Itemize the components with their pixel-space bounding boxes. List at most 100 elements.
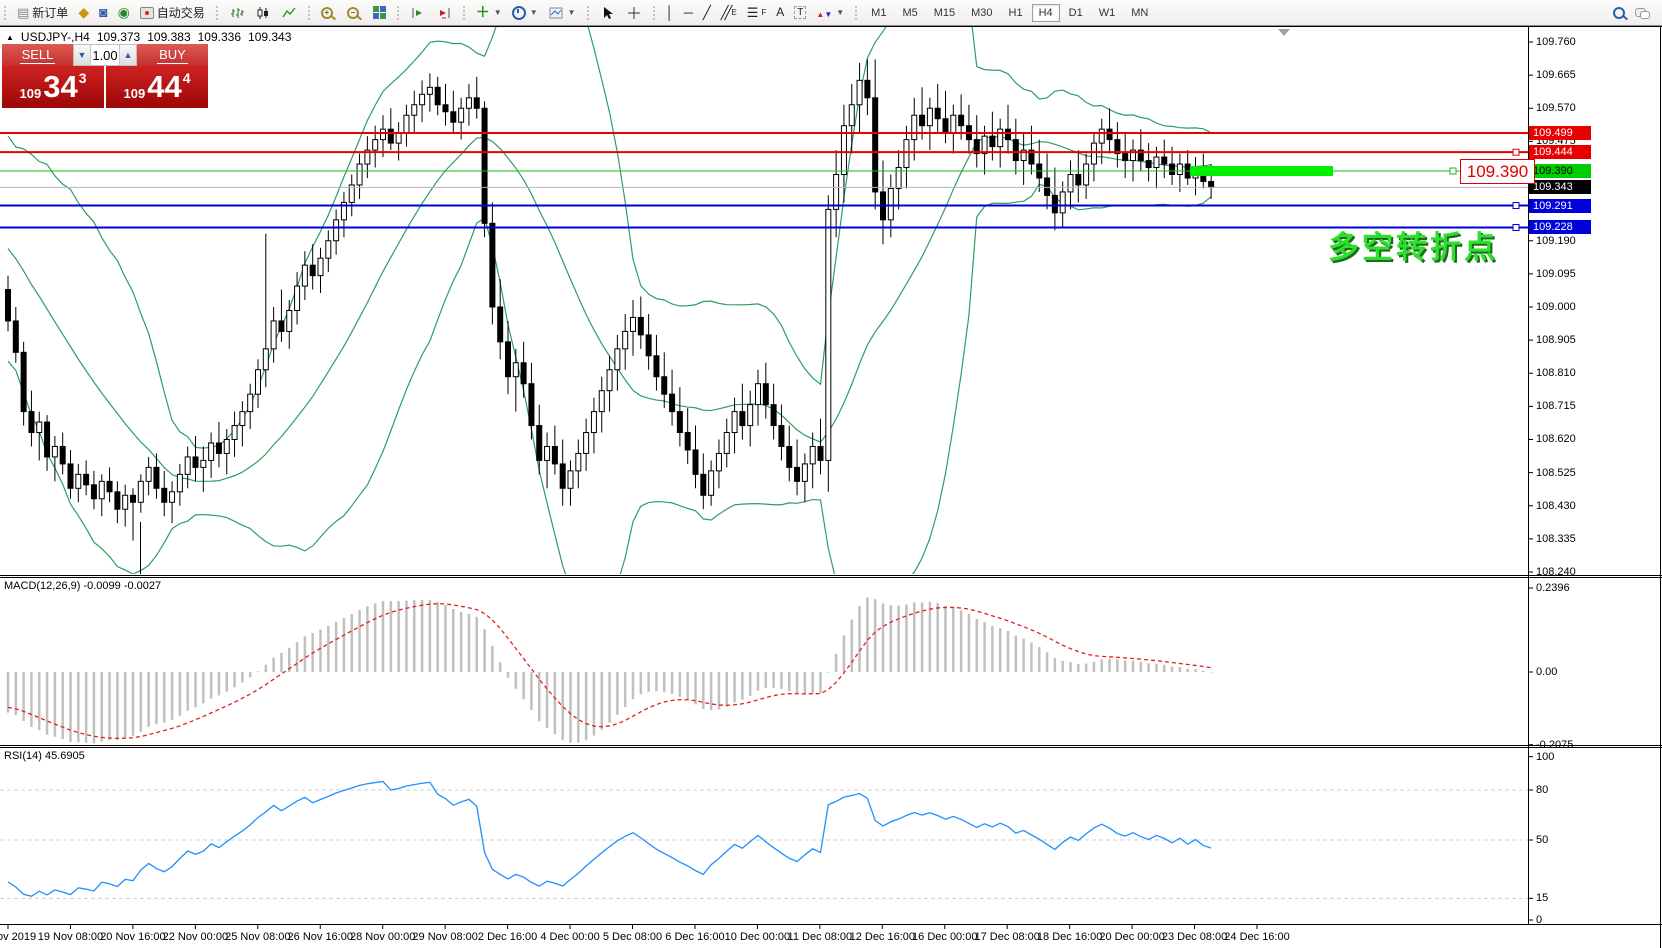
timeframe-M1[interactable]: M1: [871, 6, 887, 19]
cursor-button[interactable]: [595, 2, 621, 24]
buy-button[interactable]: BUY: [137, 44, 208, 66]
chart-annotation-text: 多空转折点: [1328, 230, 1498, 265]
text-label-button[interactable]: T: [789, 3, 811, 22]
buy-price-display[interactable]: 109 44 4: [106, 66, 208, 108]
signals-button[interactable]: ◉: [113, 3, 135, 22]
sell-button[interactable]: SELL: [2, 44, 73, 66]
indicators-button[interactable]: ＋ ▼: [471, 3, 507, 22]
periods-button[interactable]: ▼: [507, 3, 543, 23]
profiles-button[interactable]: ◙: [94, 3, 112, 22]
autotrading-icon: [139, 6, 154, 19]
chevron-down-icon: ▼: [493, 8, 502, 17]
toolbar-grip[interactable]: [854, 5, 859, 20]
fibonacci-button[interactable]: ☰ F: [746, 5, 767, 20]
timeframe-MN[interactable]: MN: [1131, 6, 1149, 19]
timeframe-M15[interactable]: M15: [933, 6, 956, 19]
toolbar-grip[interactable]: [214, 5, 219, 20]
channel-button[interactable]: ╱╱ E: [720, 5, 737, 20]
toolbar-grip[interactable]: [395, 5, 400, 20]
time-tick-label: 28 Nov 00:00: [349, 931, 416, 943]
time-tick-label: 12 Dec 16:00: [849, 931, 916, 943]
sell-label: SELL: [19, 46, 56, 64]
timeframe-H4[interactable]: H4: [1031, 3, 1060, 22]
timeframe-M5[interactable]: M5: [902, 6, 918, 19]
time-tick-label: 6 Dec 16:00: [665, 931, 725, 943]
buy-price-point: 4: [182, 70, 191, 86]
toolbar-grip[interactable]: [585, 5, 590, 20]
time-tick-label: 5 Dec 08:00: [602, 931, 663, 943]
line-chart-button[interactable]: [276, 2, 302, 24]
chevron-up-icon: ▲: [123, 50, 133, 60]
horizontal-line-icon: ─: [683, 5, 693, 20]
chart-shift-icon: [436, 5, 452, 21]
macd-tick-label: 0.2396: [1536, 581, 1570, 594]
price-badge-109.499: 109.499: [1529, 126, 1591, 140]
volume-input[interactable]: 1.00: [91, 45, 119, 65]
buy-price-whole: 109: [123, 86, 146, 101]
crosshair-button[interactable]: [621, 2, 647, 24]
zoom-out-button[interactable]: −: [342, 4, 364, 22]
price-tick-label: 109.190: [1536, 234, 1576, 247]
horizontal-line-button[interactable]: ─: [679, 3, 698, 22]
tile-windows-button[interactable]: [368, 3, 391, 22]
volume-decrease-button[interactable]: ▼: [74, 45, 91, 65]
time-tick-label: 8 Nov 2019: [0, 931, 37, 943]
auto-scroll-button[interactable]: [405, 2, 431, 24]
timeframe-D1[interactable]: D1: [1068, 6, 1083, 19]
time-tick-label: 18 Dec 16:00: [1036, 931, 1103, 943]
price-tick-label: 108.620: [1536, 433, 1576, 446]
rsi-tick-label: 50: [1536, 834, 1549, 846]
volume-increase-button[interactable]: ▲: [119, 45, 136, 65]
time-tick-label: 29 Nov 08:00: [412, 931, 478, 943]
text-button[interactable]: A: [771, 3, 789, 22]
toolbar-grip[interactable]: [651, 5, 656, 20]
zoom-in-icon: +: [320, 6, 333, 19]
price-tick-label: 108.715: [1536, 400, 1576, 413]
toolbar-grip[interactable]: [306, 5, 311, 20]
ohlc-close: 109.343: [248, 30, 292, 44]
signals-icon: ◉: [117, 4, 130, 20]
zoom-in-button[interactable]: +: [316, 4, 338, 22]
trendline-button[interactable]: ╱: [698, 3, 716, 22]
indicators-add-icon: ＋: [475, 4, 490, 20]
toolbar-grip[interactable]: [461, 5, 466, 20]
templates-button[interactable]: ▼: [543, 2, 581, 24]
sell-price-whole: 109: [19, 86, 42, 101]
price-tick-label: 109.095: [1536, 267, 1576, 280]
new-chart-button[interactable]: ◆: [73, 3, 94, 22]
search-button[interactable]: [1608, 4, 1630, 22]
arrows-icon: ▲▼: [816, 9, 833, 19]
autotrading-button[interactable]: 自动交易: [135, 1, 210, 24]
time-tick-label: 23 Dec 08:00: [1161, 931, 1228, 943]
new-chart-icon: ◆: [78, 4, 90, 20]
direction-up-icon: ▲: [6, 32, 14, 42]
bar-chart-button[interactable]: [224, 2, 250, 24]
search-icon: [1613, 6, 1625, 19]
sell-price-display[interactable]: 109 34 3: [2, 66, 104, 108]
arrows-button[interactable]: ▲▼ ▼: [811, 3, 849, 23]
new-order-button[interactable]: ▤ 新订单: [12, 1, 73, 24]
time-tick-label: 11 Dec 08:00: [787, 931, 853, 943]
time-tick-label: 10 Dec 00:00: [724, 931, 791, 943]
time-tick-label: 20 Nov 16:00: [100, 931, 166, 943]
timeframe-group: M1 M5 M15 M30 H1 H4 D1 W1 MN: [861, 0, 1158, 25]
toolbar-grip[interactable]: [3, 5, 7, 20]
text-label-icon: T: [794, 6, 807, 19]
price-tick-label: 108.335: [1536, 532, 1576, 545]
price-badge-109.228: 109.228: [1529, 220, 1591, 235]
vertical-line-button[interactable]: │: [661, 3, 679, 22]
ohlc-open: 109.373: [96, 30, 141, 44]
timeframe-W1[interactable]: W1: [1098, 6, 1116, 19]
price-axis[interactable]: 109.760109.665109.570109.475109.380109.2…: [1529, 0, 1660, 948]
timeframe-M30[interactable]: M30: [971, 6, 993, 19]
chart-shift-button[interactable]: [431, 2, 457, 24]
timeframe-H1[interactable]: H1: [1008, 6, 1023, 19]
price-level-label[interactable]: 109.390: [1460, 159, 1535, 184]
one-click-trading-panel: SELL ▼ 1.00 ▲ BUY 109 34 3 109 44 4: [2, 44, 208, 108]
candlestick-button[interactable]: [250, 2, 276, 24]
chevron-down-icon: ▼: [567, 8, 576, 17]
candlestick-icon: [255, 5, 271, 21]
chat-button[interactable]: [1630, 5, 1654, 21]
